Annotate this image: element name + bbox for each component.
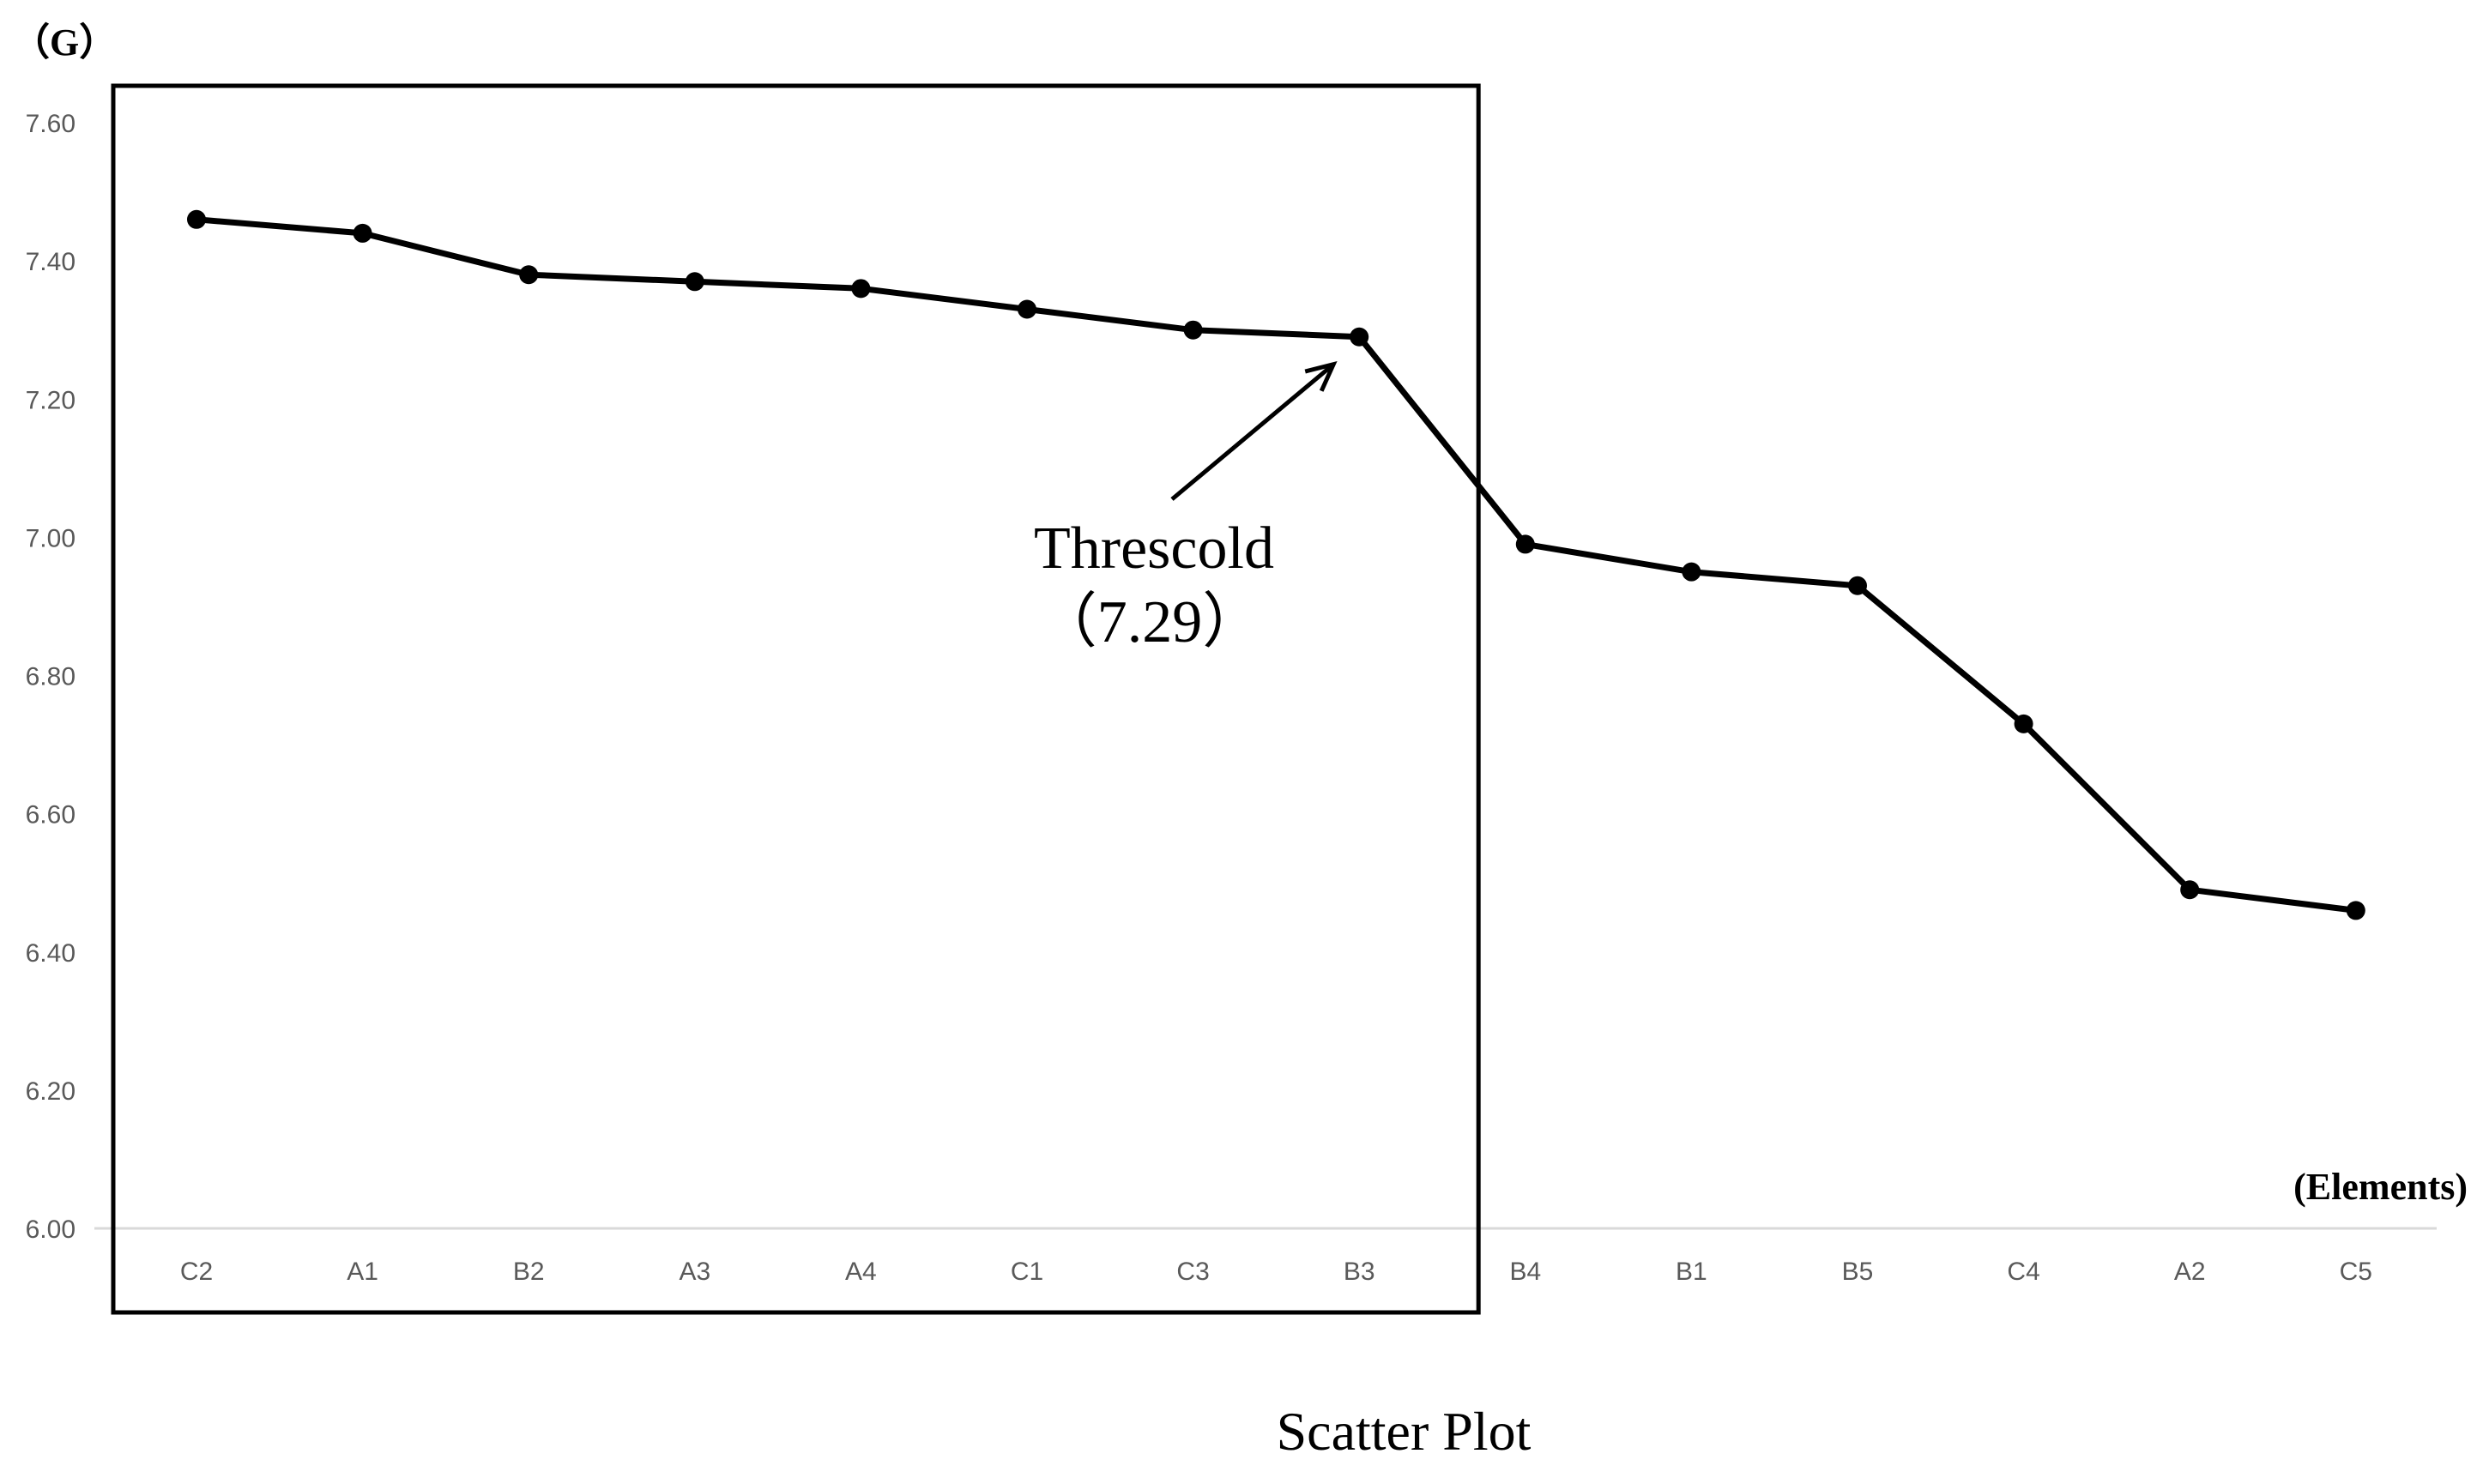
- threshold-value: （7.29）: [1037, 589, 1263, 655]
- y-tick-label: 6.80: [26, 663, 76, 691]
- x-tick-label: B3: [1344, 1258, 1375, 1286]
- x-tick-label: A3: [679, 1258, 710, 1286]
- x-tick-label: C4: [2007, 1258, 2039, 1286]
- threshold-label: Threscold: [1034, 516, 1274, 582]
- threshold-annotation: Threscold （7.29）: [1034, 361, 1338, 655]
- x-tick-label: C2: [180, 1258, 213, 1286]
- data-point: [1682, 562, 1701, 582]
- data-point: [2014, 714, 2033, 733]
- data-point: [187, 209, 206, 229]
- data-point: [519, 265, 539, 285]
- y-axis-ticks: 6.00 6.20 6.40 6.60 6.80 7.00 7.20 7.40 7.60: [26, 110, 76, 1244]
- y-tick-label: 7.20: [26, 386, 76, 414]
- data-point: [2180, 880, 2200, 900]
- x-axis-title: (Elements): [2293, 1166, 2468, 1208]
- x-tick-label: C3: [1176, 1258, 1209, 1286]
- y-tick-label: 7.00: [26, 524, 76, 552]
- data-point: [2346, 901, 2365, 920]
- y-tick-label: 6.60: [26, 801, 76, 829]
- data-point: [1515, 534, 1535, 554]
- threshold-arrow: [1170, 362, 1335, 501]
- data-point: [1848, 576, 1867, 595]
- y-axis-title: （G）: [12, 21, 117, 63]
- highlight-box: [111, 83, 1481, 1315]
- x-axis-ticks: C2 A1 B2 A3 A4 C1 C3 B3 B4 B1 B5 C4 A2 C5: [180, 1258, 2372, 1286]
- x-tick-label: A1: [347, 1258, 378, 1286]
- data-point: [685, 272, 704, 292]
- y-tick-label: 7.60: [26, 110, 76, 138]
- x-tick-label: A2: [2174, 1258, 2206, 1286]
- chart-caption: Scatter Plot: [1277, 1401, 1531, 1462]
- threshold-arrowhead: [1304, 361, 1338, 392]
- x-tick-label: A4: [845, 1258, 877, 1286]
- series-line: [196, 216, 2357, 914]
- data-point: [1018, 299, 1036, 319]
- data-point: [1183, 320, 1203, 340]
- x-tick-label: B5: [1842, 1258, 1874, 1286]
- x-tick-label: C1: [1011, 1258, 1043, 1286]
- series-points: [187, 209, 2365, 920]
- y-tick-label: 7.40: [26, 248, 76, 276]
- data-point: [353, 223, 372, 243]
- data-point: [1350, 327, 1369, 347]
- y-tick-label: 6.00: [26, 1216, 76, 1244]
- x-tick-label: B1: [1676, 1258, 1707, 1286]
- x-tick-label: B2: [513, 1258, 545, 1286]
- x-tick-label: B4: [1509, 1258, 1541, 1286]
- x-tick-label: C5: [2340, 1258, 2372, 1286]
- data-point: [851, 279, 871, 299]
- y-tick-label: 6.20: [26, 1077, 76, 1106]
- y-tick-label: 6.40: [26, 939, 76, 968]
